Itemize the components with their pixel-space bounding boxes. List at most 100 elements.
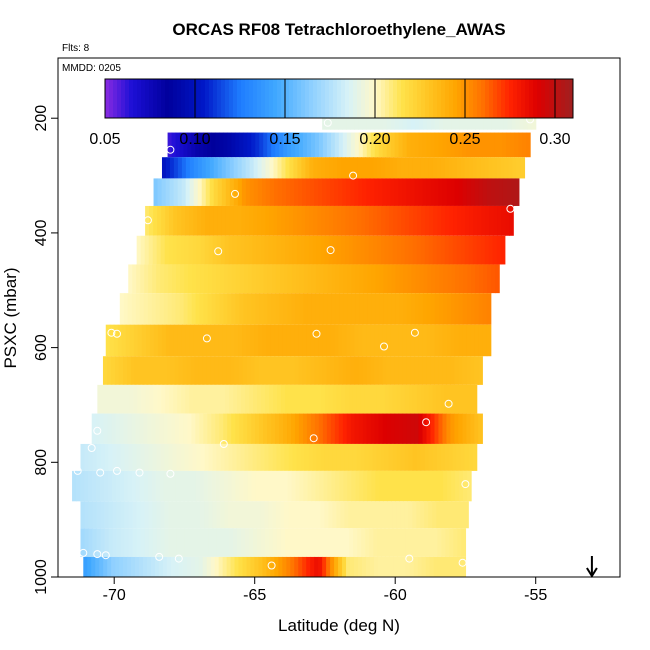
heatmap-cell-layer5 <box>464 235 470 265</box>
heatmap-cell-layer10 <box>344 384 350 414</box>
heatmap-cell-layer9 <box>402 356 408 385</box>
heatmap-cell-layer12 <box>160 443 166 471</box>
colorbar-segment <box>269 79 274 118</box>
heatmap-cell-layer15 <box>168 528 174 557</box>
heatmap-cell-layer6 <box>475 264 480 294</box>
heatmap-cell-layer11 <box>414 413 420 444</box>
heatmap-cell-layer5 <box>216 235 222 265</box>
heatmap-cell-layer4 <box>509 205 514 236</box>
heatmap-cell-layer12 <box>200 443 206 471</box>
heatmap-cell-layer5 <box>384 235 390 265</box>
heatmap-cell-layer15 <box>321 528 326 557</box>
heatmap-cell-layer8 <box>262 324 267 357</box>
heatmap-cell-layer9 <box>234 356 240 385</box>
heatmap-cell-layer2 <box>333 157 338 179</box>
heatmap-cell-layer10 <box>392 384 398 414</box>
heatmap-cell-layer10 <box>452 384 458 414</box>
heatmap-cell-layer14 <box>204 501 210 529</box>
heatmap-cell-layer6 <box>451 264 456 294</box>
x-tick-label: -60 <box>384 587 407 604</box>
heatmap-cell-layer1 <box>243 132 248 158</box>
heatmap-cell-layer2 <box>345 157 350 179</box>
heatmap-cell-layer2 <box>369 157 374 179</box>
heatmap-cell-layer3 <box>310 178 315 206</box>
heatmap-cell-layer15 <box>345 528 350 557</box>
heatmap-cell-layer3 <box>157 178 163 206</box>
colorbar-segment <box>465 79 470 118</box>
heatmap-cell-layer15 <box>385 528 390 557</box>
heatmap-cell-layer11 <box>283 413 288 444</box>
sample-points-layer <box>73 105 540 570</box>
heatmap-cell-layer2 <box>277 157 283 179</box>
heatmap-cell-layer11 <box>310 413 316 444</box>
heatmap-cell-layer16 <box>302 556 307 577</box>
heatmap-cell-layer15 <box>333 528 338 557</box>
heatmap-cell-layer1 <box>486 132 491 158</box>
heatmap-cell-layer10 <box>181 384 186 414</box>
colorbar-segment <box>561 79 566 118</box>
heatmap-cell-layer15 <box>176 528 182 557</box>
heatmap-cell-layer10 <box>261 384 266 414</box>
heatmap-cell-layer6 <box>447 264 452 294</box>
heatmap-cell-layer7 <box>347 293 352 325</box>
heatmap-cell-layer8 <box>486 324 492 357</box>
heatmap-cell-layer16 <box>401 556 407 577</box>
heatmap-cell-layer0 <box>390 109 396 130</box>
heatmap-cell-layer5 <box>140 235 146 265</box>
heatmap-cell-layer8 <box>290 324 295 357</box>
heatmap-cell-layer13 <box>147 470 153 502</box>
heatmap-cell-layer11 <box>430 413 436 444</box>
heatmap-cell-layer5 <box>296 235 302 265</box>
heatmap-cell-layer15 <box>429 528 434 557</box>
heatmap-cell-layer6 <box>315 264 321 294</box>
heatmap-cell-layer5 <box>304 235 310 265</box>
sample-point <box>166 145 175 154</box>
heatmap-cell-layer6 <box>459 264 464 294</box>
heatmap-cell-layer9 <box>410 356 416 385</box>
heatmap-cell-layer8 <box>334 324 339 357</box>
heatmap-cell-layer7 <box>311 293 316 325</box>
y-tick-label: 400 <box>33 219 50 246</box>
heatmap-cell-layer1 <box>490 132 495 158</box>
colorbar-segment <box>137 79 142 118</box>
heatmap-cell-layer4 <box>221 205 226 236</box>
heatmap-cell-layer8 <box>434 324 440 357</box>
heatmap-cell-layer11 <box>239 413 244 444</box>
sample-point <box>523 316 532 325</box>
heatmap-cell-layer6 <box>323 264 329 294</box>
heatmap-cell-layer15 <box>96 528 102 557</box>
heatmap-cell-layer5 <box>148 235 154 265</box>
heatmap-cell-layer6 <box>303 264 309 294</box>
x-tick-label: -70 <box>103 587 126 604</box>
heatmap-cell-layer6 <box>184 264 189 294</box>
heatmap-cell-layer3 <box>486 178 492 206</box>
heatmap-cell-layer1 <box>362 132 368 158</box>
heatmap-cell-layer13 <box>267 470 273 502</box>
heatmap-cell-layer13 <box>123 470 129 502</box>
heatmap-cell-layer12 <box>280 443 286 471</box>
heatmap-cell-layer7 <box>255 293 261 325</box>
heatmap-cell-layer12 <box>288 443 294 471</box>
heatmap-cell-layer7 <box>438 293 444 325</box>
heatmap-cell-layer7 <box>191 293 197 325</box>
heatmap-cell-layer0 <box>382 109 388 130</box>
heatmap-cell-layer6 <box>223 264 229 294</box>
heatmap-cell-layer3 <box>346 178 351 206</box>
heatmap-cell-layer4 <box>265 205 270 236</box>
heatmap-cell-layer5 <box>284 235 290 265</box>
heatmap-cell-layer16 <box>342 556 347 577</box>
heatmap-cell-layer2 <box>281 157 287 179</box>
heatmap-cell-layer12 <box>304 443 310 471</box>
colorbar-segment <box>501 79 506 118</box>
colorbar-segment <box>329 79 334 118</box>
heatmap-cell-layer10 <box>165 384 170 414</box>
colorbar-segment <box>313 79 318 118</box>
heatmap-cell-layer2 <box>241 157 247 179</box>
heatmap-cell-layer4 <box>493 205 498 236</box>
heatmap-cell-layer16 <box>178 556 184 577</box>
heatmap-cell-layer6 <box>399 264 405 294</box>
heatmap-cell-layer15 <box>401 528 406 557</box>
heatmap-cell-layer5 <box>360 235 366 265</box>
heatmap-cell-layer8 <box>326 324 331 357</box>
heatmap-cell-layer4 <box>165 205 170 236</box>
